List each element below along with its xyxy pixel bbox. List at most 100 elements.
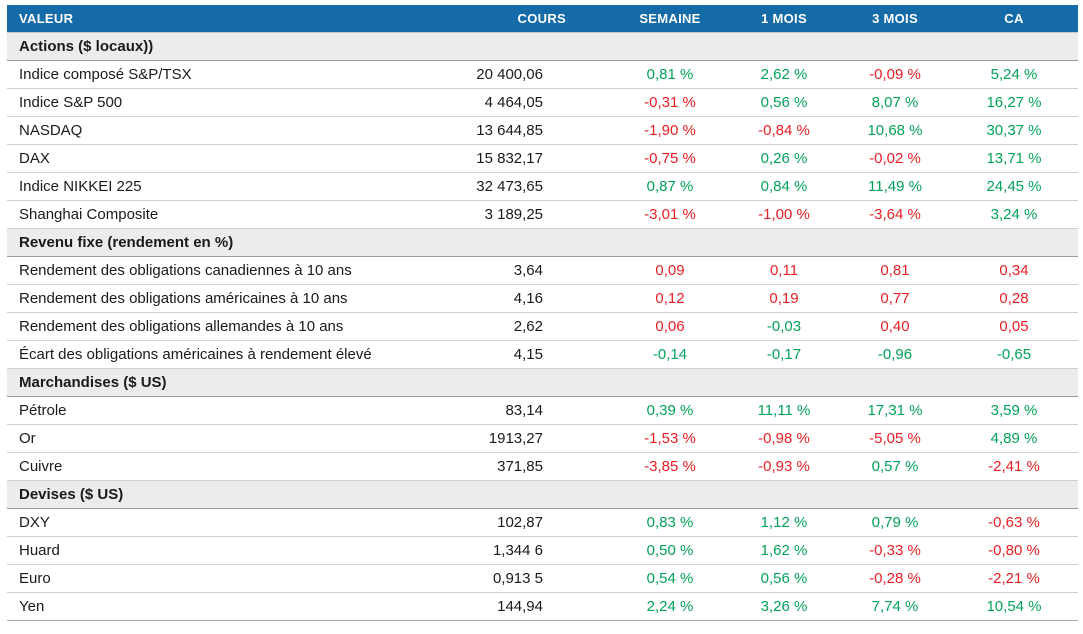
cours-cell: 4 464,05: [455, 88, 612, 117]
ca-cell: 13,71 %: [950, 144, 1078, 173]
section-header-row: Marchandises ($ US): [7, 367, 1078, 397]
ca-cell: 4,89 %: [950, 424, 1078, 453]
table-row: NASDAQ 13 644,85 -1,90 % -0,84 % 10,68 %…: [7, 116, 1078, 145]
mois1-cell: 11,11 %: [728, 396, 840, 425]
semaine-cell: 0,12: [612, 284, 728, 313]
row-label-cell: Cuivre: [7, 452, 455, 481]
mois3-cell: 0,40: [840, 312, 950, 341]
ca-cell: 5,24 %: [950, 60, 1078, 89]
cours-cell: 83,14: [455, 396, 612, 425]
ca-cell: 30,37 %: [950, 116, 1078, 145]
cours-cell: 0,913 5: [455, 564, 612, 593]
row-label-cell: Yen: [7, 592, 455, 621]
ca-cell: 0,28: [950, 284, 1078, 313]
mois1-cell: -0,98 %: [728, 424, 840, 453]
mois1-cell: 0,56 %: [728, 564, 840, 593]
semaine-cell: 0,09: [612, 256, 728, 285]
semaine-cell: 0,54 %: [612, 564, 728, 593]
table-row: Or 1913,27 -1,53 % -0,98 % -5,05 % 4,89 …: [7, 424, 1078, 453]
mois3-cell: 0,77: [840, 284, 950, 313]
mois1-cell: 0,26 %: [728, 144, 840, 173]
ca-cell: 0,34: [950, 256, 1078, 285]
table-row: Pétrole 83,14 0,39 % 11,11 % 17,31 % 3,5…: [7, 396, 1078, 425]
cours-cell: 371,85: [455, 452, 612, 481]
table-row: DXY 102,87 0,83 % 1,12 % 0,79 % -0,63 %: [7, 508, 1078, 537]
header-row: VALEUR COURS SEMAINE 1 MOIS 3 MOIS CA: [7, 5, 1078, 32]
table-row: DAX 15 832,17 -0,75 % 0,26 % -0,02 % 13,…: [7, 144, 1078, 173]
semaine-cell: -3,01 %: [612, 200, 728, 229]
mois3-cell: 0,79 %: [840, 508, 950, 537]
cours-cell: 3,64: [455, 256, 612, 285]
cours-cell: 102,87: [455, 508, 612, 537]
mois1-cell: -1,00 %: [728, 200, 840, 229]
mois1-cell: 0,19: [728, 284, 840, 313]
ca-cell: 0,05: [950, 312, 1078, 341]
row-label-cell: Indice S&P 500: [7, 88, 455, 117]
section-header-row: Revenu fixe (rendement en %): [7, 227, 1078, 257]
column-header-valeur: VALEUR: [7, 5, 455, 32]
row-label-cell: Indice NIKKEI 225: [7, 172, 455, 201]
column-header-ca: CA: [950, 5, 1078, 32]
section-title: Actions ($ locaux)): [7, 31, 1078, 61]
table-row: Yen 144,94 2,24 % 3,26 % 7,74 % 10,54 %: [7, 592, 1078, 621]
ca-cell: -0,63 %: [950, 508, 1078, 537]
row-label-cell: Shanghai Composite: [7, 200, 455, 229]
row-label-cell: Rendement des obligations allemandes à 1…: [7, 312, 455, 341]
mois1-cell: -0,93 %: [728, 452, 840, 481]
row-label-cell: DXY: [7, 508, 455, 537]
cours-cell: 4,15: [455, 340, 612, 369]
mois3-cell: -5,05 %: [840, 424, 950, 453]
section-title: Revenu fixe (rendement en %): [7, 227, 1078, 257]
mois3-cell: 10,68 %: [840, 116, 950, 145]
row-label-cell: Écart des obligations américaines à rend…: [7, 340, 455, 369]
semaine-cell: 0,06: [612, 312, 728, 341]
mois3-cell: 8,07 %: [840, 88, 950, 117]
column-header-3mois: 3 MOIS: [840, 5, 950, 32]
mois3-cell: -0,33 %: [840, 536, 950, 565]
table-row: Rendement des obligations allemandes à 1…: [7, 312, 1078, 341]
row-label-cell: NASDAQ: [7, 116, 455, 145]
cours-cell: 3 189,25: [455, 200, 612, 229]
mois3-cell: 11,49 %: [840, 172, 950, 201]
row-label-cell: Pétrole: [7, 396, 455, 425]
column-header-cours: COURS: [455, 5, 612, 32]
column-header-1mois: 1 MOIS: [728, 5, 840, 32]
table-row: Indice composé S&P/TSX 20 400,06 0,81 % …: [7, 60, 1078, 89]
semaine-cell: 0,81 %: [612, 60, 728, 89]
semaine-cell: -0,31 %: [612, 88, 728, 117]
semaine-cell: 0,87 %: [612, 172, 728, 201]
section-header-row: Devises ($ US): [7, 479, 1078, 509]
ca-cell: -2,41 %: [950, 452, 1078, 481]
table-row: Indice NIKKEI 225 32 473,65 0,87 % 0,84 …: [7, 172, 1078, 201]
cours-cell: 13 644,85: [455, 116, 612, 145]
table-row: Euro 0,913 5 0,54 % 0,56 % -0,28 % -2,21…: [7, 564, 1078, 593]
mois1-cell: -0,03: [728, 312, 840, 341]
mois3-cell: -3,64 %: [840, 200, 950, 229]
market-data-table: VALEUR COURS SEMAINE 1 MOIS 3 MOIS CA Ac…: [7, 5, 1078, 621]
mois1-cell: 3,26 %: [728, 592, 840, 621]
mois3-cell: 0,81: [840, 256, 950, 285]
ca-cell: -0,65: [950, 340, 1078, 369]
mois3-cell: -0,09 %: [840, 60, 950, 89]
mois1-cell: 2,62 %: [728, 60, 840, 89]
table-row: Indice S&P 500 4 464,05 -0,31 % 0,56 % 8…: [7, 88, 1078, 117]
semaine-cell: -1,53 %: [612, 424, 728, 453]
mois3-cell: 7,74 %: [840, 592, 950, 621]
table-row: Shanghai Composite 3 189,25 -3,01 % -1,0…: [7, 200, 1078, 229]
table-row: Huard 1,344 6 0,50 % 1,62 % -0,33 % -0,8…: [7, 536, 1078, 565]
mois3-cell: 0,57 %: [840, 452, 950, 481]
mois1-cell: 0,84 %: [728, 172, 840, 201]
table-row: Écart des obligations américaines à rend…: [7, 340, 1078, 369]
cours-cell: 144,94: [455, 592, 612, 621]
mois1-cell: -0,84 %: [728, 116, 840, 145]
cours-cell: 15 832,17: [455, 144, 612, 173]
row-label-cell: Huard: [7, 536, 455, 565]
ca-cell: 24,45 %: [950, 172, 1078, 201]
row-label-cell: Euro: [7, 564, 455, 593]
section-title: Marchandises ($ US): [7, 367, 1078, 397]
table-row: Rendement des obligations américaines à …: [7, 284, 1078, 313]
semaine-cell: -0,14: [612, 340, 728, 369]
mois1-cell: 1,62 %: [728, 536, 840, 565]
semaine-cell: 0,83 %: [612, 508, 728, 537]
table-row: Rendement des obligations canadiennes à …: [7, 256, 1078, 285]
